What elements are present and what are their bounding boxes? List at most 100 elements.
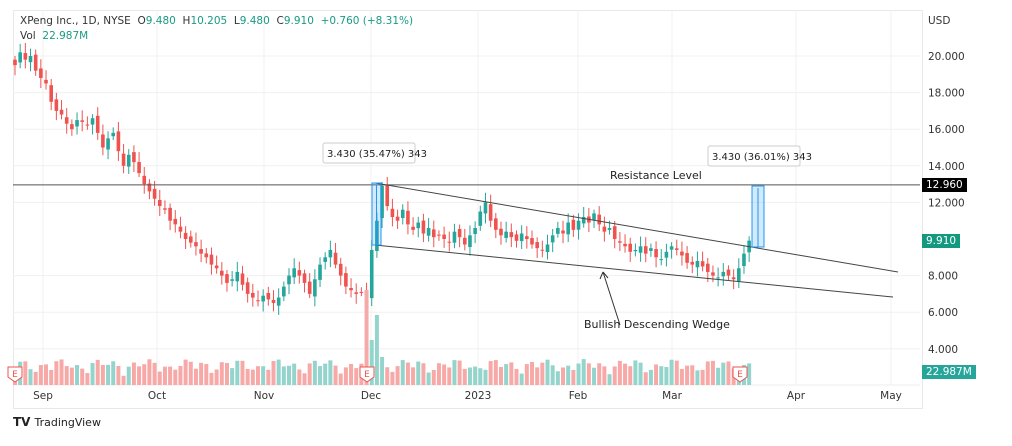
- candle-body: [70, 124, 74, 130]
- candle-body: [400, 209, 405, 219]
- candle-body: [468, 235, 472, 248]
- candle-body: [199, 249, 203, 254]
- measure-label: 3.430 (35.47%) 343: [327, 149, 427, 160]
- volume-bar: [524, 364, 529, 385]
- candle-body: [705, 263, 710, 272]
- candle-body: [457, 228, 462, 238]
- candle-body: [385, 185, 390, 207]
- candle-body: [126, 154, 131, 167]
- volume-bar: [654, 364, 659, 385]
- earnings-marker-label: E: [364, 370, 370, 380]
- candle-body: [540, 249, 545, 251]
- volume-bar: [374, 315, 379, 385]
- volume-bar: [483, 369, 488, 385]
- volume-bar: [147, 359, 152, 385]
- candle-body: [447, 241, 452, 243]
- volume-bar: [312, 360, 317, 385]
- high-value: 10.205: [190, 15, 228, 27]
- candle-body: [168, 207, 172, 221]
- candle-body: [581, 217, 586, 224]
- candle-body: [328, 249, 333, 258]
- volume-bar: [307, 363, 312, 385]
- candle-body: [85, 124, 90, 126]
- volume-bar: [126, 366, 131, 385]
- volume-bar: [49, 370, 54, 385]
- volume-bar: [679, 369, 684, 385]
- candle-body: [478, 211, 483, 226]
- candle-body: [13, 59, 17, 66]
- volume-bar: [488, 361, 493, 385]
- volume-legend: Vol 22.987M: [20, 30, 88, 42]
- candle-body: [359, 291, 364, 293]
- volume-bar: [628, 366, 633, 385]
- candle-body: [514, 234, 519, 241]
- candle-body: [452, 231, 457, 243]
- candle-body: [431, 229, 436, 238]
- candle-body: [282, 286, 286, 297]
- candle-body: [426, 228, 431, 236]
- candle-body: [251, 292, 255, 298]
- volume-bar: [33, 371, 38, 385]
- volume-bar: [261, 366, 266, 385]
- candle-body: [462, 237, 467, 245]
- candle-body: [266, 292, 271, 300]
- earnings-marker-icon: [732, 366, 748, 383]
- candle-body: [685, 253, 689, 263]
- candle-body: [607, 228, 612, 230]
- volume-bar: [705, 361, 710, 385]
- volume-bar: [323, 363, 328, 385]
- volume-bar: [302, 373, 307, 385]
- x-tick-label: Dec: [361, 390, 382, 402]
- candle-body: [307, 281, 312, 294]
- volume-bar: [230, 368, 235, 385]
- volume-bar: [23, 361, 28, 385]
- x-tick-label: Apr: [787, 390, 806, 402]
- volume-bar: [255, 366, 260, 385]
- candle-body: [488, 204, 493, 221]
- volume-bar: [281, 366, 286, 385]
- candle-body: [80, 120, 85, 122]
- candle-body: [674, 248, 679, 250]
- volume-bar: [44, 364, 49, 385]
- volume-bar: [276, 359, 281, 385]
- earnings-marker-label: E: [737, 370, 743, 380]
- volume-bar: [395, 366, 400, 385]
- volume-bar: [555, 371, 560, 385]
- candle-body: [726, 269, 731, 276]
- candle-body: [44, 79, 48, 84]
- y-tick-label: 8.000: [928, 271, 958, 283]
- candle-body: [54, 99, 59, 111]
- volume-bar: [467, 367, 472, 385]
- volume-bar: [333, 365, 338, 385]
- candle-body: [711, 272, 715, 276]
- close-label: C: [276, 15, 284, 27]
- candle-body: [152, 188, 157, 199]
- volume-bar: [245, 368, 250, 385]
- y-tick-label: 16.000: [928, 124, 965, 136]
- volume-bar: [318, 366, 323, 385]
- volume-bar: [669, 359, 674, 385]
- candle-body: [23, 53, 28, 60]
- volume-bar: [710, 360, 715, 385]
- candle-body: [623, 243, 627, 247]
- candle-body: [49, 85, 53, 102]
- candle-body: [33, 54, 38, 71]
- candle-body: [566, 222, 570, 235]
- candle-body: [178, 226, 183, 232]
- candle-body: [550, 235, 555, 243]
- x-tick-label: Sep: [33, 390, 53, 402]
- candle-body: [390, 208, 395, 218]
- volume-bar: [685, 365, 690, 385]
- volume-bar: [540, 362, 545, 385]
- x-tick-label: Nov: [254, 390, 275, 402]
- tradingview-logo[interactable]: TV TradingView: [13, 415, 101, 429]
- candle-body: [659, 259, 664, 261]
- last-price-tag: 9.910: [922, 234, 961, 248]
- candle-body: [240, 273, 245, 285]
- tradingview-logo-icon: TV: [13, 415, 31, 429]
- y-tick-label: 20.000: [928, 51, 965, 63]
- candle-body: [633, 249, 638, 252]
- candle-body: [664, 251, 669, 258]
- symbol-legend: XPeng Inc., 1D, NYSE O9.480 H10.205 L9.4…: [20, 15, 413, 27]
